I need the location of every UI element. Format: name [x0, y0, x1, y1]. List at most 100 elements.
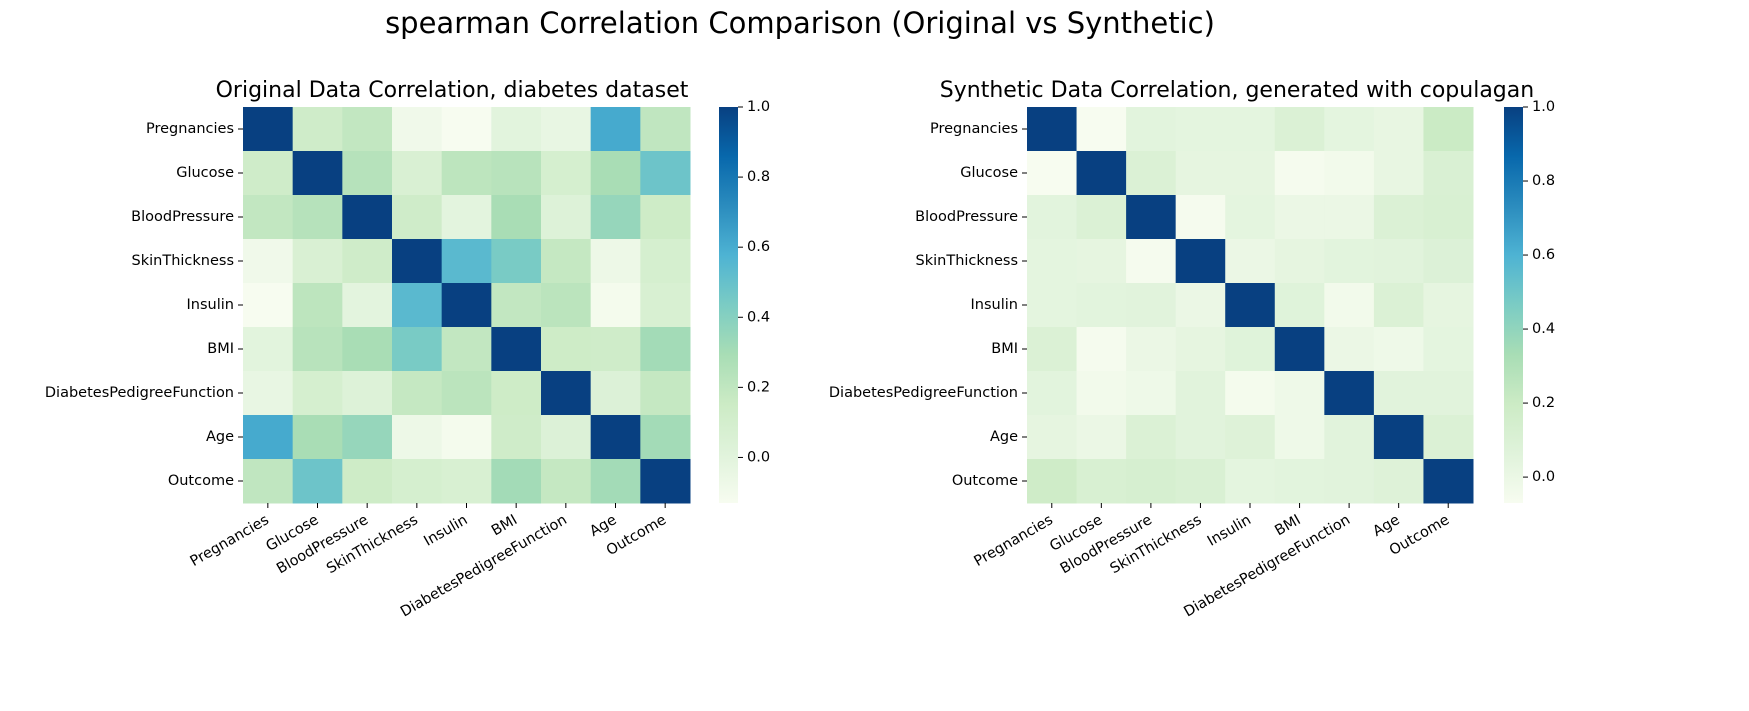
heatmap-cell: [541, 239, 592, 284]
heatmap-cell: [640, 415, 691, 460]
heatmap-cell: [1027, 107, 1078, 152]
x-tick-label: Pregnancies: [972, 512, 1056, 570]
heatmap-cell: [1225, 459, 1276, 504]
heatmap-cell: [491, 371, 542, 416]
x-tick-label: Age: [1370, 512, 1402, 540]
heatmap-cell: [590, 107, 641, 152]
heatmap-cell: [1027, 371, 1078, 416]
heatmap-cell: [1076, 459, 1127, 504]
heatmap-cell: [640, 283, 691, 328]
colorbar-tick-label: 0.8: [747, 169, 770, 185]
heatmap-cell: [1324, 195, 1375, 240]
y-tick-label: Pregnancies: [930, 121, 1018, 137]
heatmap-cell: [1126, 327, 1177, 372]
heatmap-cell: [1126, 195, 1177, 240]
colorbar-tick-label: 0.0: [747, 449, 770, 465]
y-tick-label: DiabetesPedigreeFunction: [829, 385, 1018, 401]
heatmap-cell: [491, 151, 542, 196]
y-tick-label: Insulin: [971, 297, 1018, 313]
heatmap-cell: [640, 195, 691, 240]
heatmap-cell: [1423, 327, 1474, 372]
heatmap-cell: [243, 151, 294, 196]
heatmap-cell: [1225, 239, 1276, 284]
colorbar-tick-label: 0.8: [1532, 173, 1555, 189]
heatmap-cell: [243, 459, 294, 504]
heatmap-cell: [342, 239, 393, 284]
heatmap-cell: [1423, 283, 1474, 328]
heatmap-cell: [541, 195, 592, 240]
heatmap-cell: [491, 283, 542, 328]
colorbar-tick-label: 0.6: [1532, 247, 1555, 263]
heatmap-cell: [292, 283, 343, 328]
heatmap-cell: [640, 239, 691, 284]
heatmap-cell: [1027, 151, 1078, 196]
heatmap-cell: [590, 415, 641, 460]
y-tick-label: SkinThickness: [132, 253, 234, 269]
heatmap-cell: [590, 327, 641, 372]
y-tick-label: Insulin: [187, 297, 234, 313]
chart-title: Synthetic Data Correlation, generated wi…: [940, 78, 1534, 103]
heatmap-cell: [590, 195, 641, 240]
heatmap-cell: [441, 195, 492, 240]
x-tick-label: Insulin: [1205, 512, 1254, 550]
colorbar-tick-label: 0.2: [1532, 395, 1555, 411]
heatmap-cell: [292, 239, 343, 284]
figure-title: spearman Correlation Comparison (Origina…: [385, 6, 1215, 40]
heatmap-cell: [491, 239, 542, 284]
heatmap-cell: [1373, 239, 1424, 284]
heatmap-cell: [243, 107, 294, 152]
heatmap-cell: [243, 371, 294, 416]
y-tick-label: Age: [990, 429, 1018, 445]
heatmap-cell: [491, 195, 542, 240]
heatmap-cell: [590, 459, 641, 504]
heatmap-cell: [1324, 107, 1375, 152]
y-tick-label: Age: [206, 429, 234, 445]
y-tick-label: BMI: [991, 341, 1018, 357]
heatmap-cell: [1423, 151, 1474, 196]
heatmap-cell: [590, 151, 641, 196]
heatmap-cell: [243, 195, 294, 240]
heatmap-cell: [1175, 459, 1226, 504]
heatmap-cell: [541, 459, 592, 504]
heatmap-cell: [1126, 151, 1177, 196]
heatmap-cell: [392, 327, 443, 372]
heatmap-cell: [1274, 415, 1325, 460]
heatmap-cell: [541, 283, 592, 328]
colorbar: [1504, 107, 1523, 503]
x-tick-label: DiabetesPedigreeFunction: [398, 512, 570, 620]
colorbar-tick-label: 1.0: [747, 99, 770, 115]
heatmap-cell: [590, 371, 641, 416]
heatmap-cell: [640, 107, 691, 152]
heatmap-cell: [1225, 415, 1276, 460]
heatmap-cell: [1373, 327, 1424, 372]
heatmap-cell: [243, 327, 294, 372]
heatmap-cell: [392, 415, 443, 460]
x-tick-label: DiabetesPedigreeFunction: [1181, 512, 1353, 620]
heatmap-cell: [491, 459, 542, 504]
colorbar-tick-label: 0.6: [747, 239, 770, 255]
heatmap-cell: [1126, 459, 1177, 504]
heatmap-cell: [1126, 239, 1177, 284]
heatmap-cell: [1373, 283, 1424, 328]
heatmap-cell: [441, 371, 492, 416]
heatmap-cell: [1225, 151, 1276, 196]
heatmap-cell: [541, 371, 592, 416]
colorbar-tick-label: 1.0: [1532, 99, 1555, 115]
heatmap-cell: [441, 239, 492, 284]
heatmap-cell: [1175, 107, 1226, 152]
heatmap-cell: [1175, 151, 1226, 196]
heatmap-cell: [342, 283, 393, 328]
heatmap-cell: [1076, 151, 1127, 196]
heatmap-cell: [342, 195, 393, 240]
heatmap-cell: [1175, 283, 1226, 328]
y-tick-label: SkinThickness: [916, 253, 1018, 269]
heatmap-cell: [392, 459, 443, 504]
heatmap-cell: [1027, 239, 1078, 284]
heatmap-cell: [292, 195, 343, 240]
heatmap-cell: [1373, 107, 1424, 152]
heatmap-cell: [441, 459, 492, 504]
heatmap-cell: [1076, 327, 1127, 372]
heatmap-cell: [1373, 371, 1424, 416]
colorbar-tick-label: 0.4: [747, 309, 770, 325]
y-tick-label: BloodPressure: [131, 209, 234, 225]
